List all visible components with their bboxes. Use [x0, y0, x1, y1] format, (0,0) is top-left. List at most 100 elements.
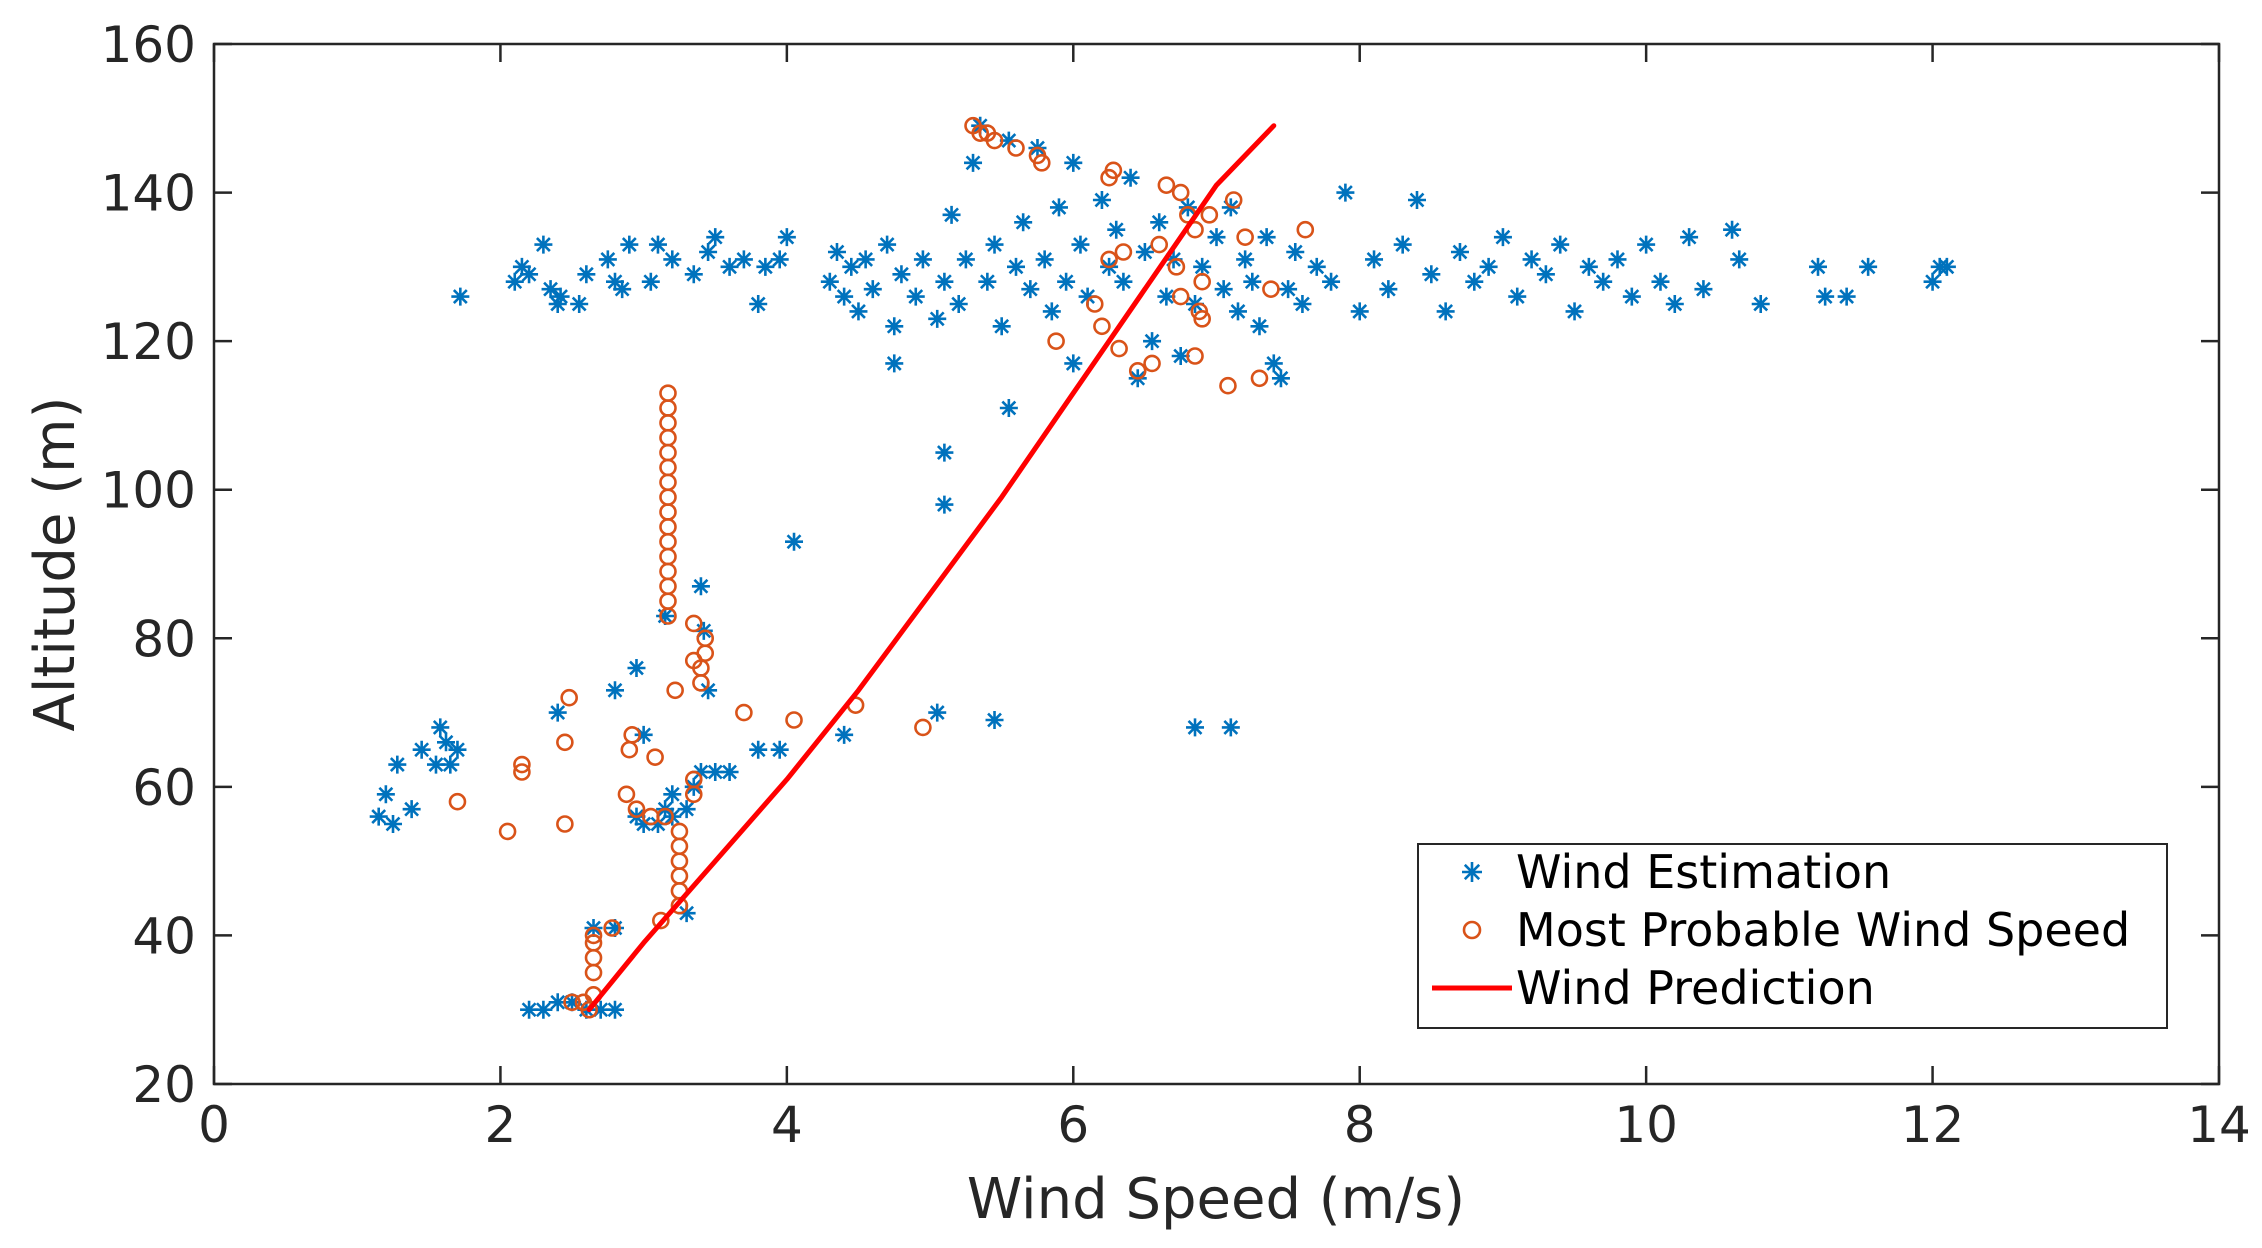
- probable-point: [652, 911, 670, 930]
- estimation-point: [512, 257, 531, 276]
- estimation-point: [606, 919, 624, 937]
- estimation-point: [956, 250, 975, 269]
- probable-point: [1100, 250, 1118, 269]
- plot-frame: [212, 42, 2221, 1086]
- estimation-point: [1286, 243, 1305, 261]
- estimation-point: [606, 272, 624, 291]
- estimation-point: [1859, 257, 1878, 276]
- estimation-point: [412, 740, 431, 759]
- probable-point: [684, 614, 703, 633]
- estimation-point: [935, 272, 954, 291]
- probable-point: [513, 763, 531, 781]
- estimation-point: [885, 354, 904, 373]
- probable-point: [1262, 280, 1280, 298]
- estimation-point: [928, 703, 947, 722]
- estimation-point: [1257, 228, 1276, 247]
- probable-point: [623, 726, 641, 744]
- estimation-point: [1565, 302, 1584, 321]
- estimation-point: [691, 577, 710, 596]
- estimation-point: [1608, 250, 1627, 269]
- estimation-point: [770, 740, 789, 759]
- probable-point: [1085, 295, 1104, 313]
- probable-point: [1193, 310, 1211, 328]
- probable-point: [556, 733, 574, 752]
- estimation-point: [885, 317, 904, 336]
- probable-point: [1093, 317, 1111, 336]
- probable-point: [1193, 272, 1211, 291]
- estimation-point: [1264, 354, 1283, 373]
- estimation-point: [1336, 183, 1355, 202]
- estimation-point: [648, 235, 667, 254]
- estimation-point: [827, 243, 846, 261]
- estimation-point: [1408, 191, 1426, 209]
- estimation-point: [1751, 295, 1770, 313]
- estimation-point: [1064, 153, 1083, 172]
- probable-point: [1296, 220, 1315, 239]
- probable-point: [1236, 228, 1254, 246]
- estimation-point: [376, 785, 395, 804]
- estimation-point: [634, 725, 653, 744]
- estimation-point: [634, 815, 653, 833]
- estimation-point: [1035, 250, 1054, 269]
- x-tick-label: 2: [485, 1096, 517, 1154]
- estimation-point: [1622, 287, 1641, 306]
- estimation-point: [942, 205, 961, 224]
- probable-point: [627, 800, 646, 818]
- x-tick-label: 14: [2187, 1096, 2251, 1154]
- estimation-point: [1307, 257, 1326, 276]
- estimation-point: [548, 703, 567, 722]
- probable-point: [1143, 354, 1161, 373]
- estimation-point: [985, 711, 1004, 729]
- estimation-point: [563, 993, 582, 1012]
- estimation-point: [1143, 332, 1162, 351]
- legend-label: Most Probable Wind Speed: [1516, 903, 2130, 957]
- probable-point: [666, 681, 684, 700]
- estimation-point: [820, 272, 839, 291]
- y-tick-label: 60: [132, 759, 196, 817]
- probable-point: [656, 807, 674, 826]
- estimation-point: [1221, 718, 1240, 737]
- estimation-point: [1135, 243, 1154, 261]
- estimation-point: [1114, 272, 1133, 291]
- estimation-point: [913, 250, 932, 269]
- estimation-point: [842, 257, 861, 276]
- estimation-point: [1637, 235, 1656, 254]
- probable-point: [1200, 206, 1219, 224]
- estimation-point: [749, 295, 768, 313]
- estimation-point: [1350, 302, 1369, 321]
- estimation-point: [1293, 295, 1312, 313]
- x-tick-label: 12: [1901, 1096, 1965, 1154]
- estimation-point: [1508, 287, 1527, 306]
- estimation-point: [1579, 257, 1598, 276]
- probable-point: [1224, 191, 1243, 209]
- y-tick-label: 80: [132, 610, 196, 668]
- estimation-point: [992, 317, 1011, 336]
- estimation-point: [863, 280, 882, 299]
- legend-label: Wind Prediction: [1516, 961, 1875, 1015]
- estimation-point: [720, 763, 739, 781]
- estimation-point: [1271, 369, 1290, 388]
- estimation-point: [1594, 272, 1613, 291]
- y-tick-label: 100: [101, 462, 196, 520]
- estimation-point: [448, 740, 467, 759]
- estimation-point: [1393, 235, 1412, 254]
- x-tick-label: 10: [1614, 1096, 1678, 1154]
- estimation-point: [999, 131, 1018, 150]
- legend-box: [1417, 843, 2168, 1029]
- estimation-point: [1207, 228, 1226, 247]
- estimation-point: [1479, 257, 1498, 276]
- estimation-point: [1049, 198, 1068, 217]
- estimation-point: [985, 235, 1004, 254]
- estimation-point: [1243, 272, 1262, 291]
- estimation-point: [978, 272, 997, 291]
- estimation-point: [906, 287, 925, 306]
- estimation-point: [699, 681, 718, 700]
- x-tick-label: 8: [1344, 1096, 1376, 1154]
- estimation-point: [620, 235, 639, 254]
- estimation-point: [606, 681, 624, 700]
- estimation-point: [656, 607, 675, 625]
- estimation-point: [663, 250, 682, 269]
- estimation-point: [534, 1000, 553, 1019]
